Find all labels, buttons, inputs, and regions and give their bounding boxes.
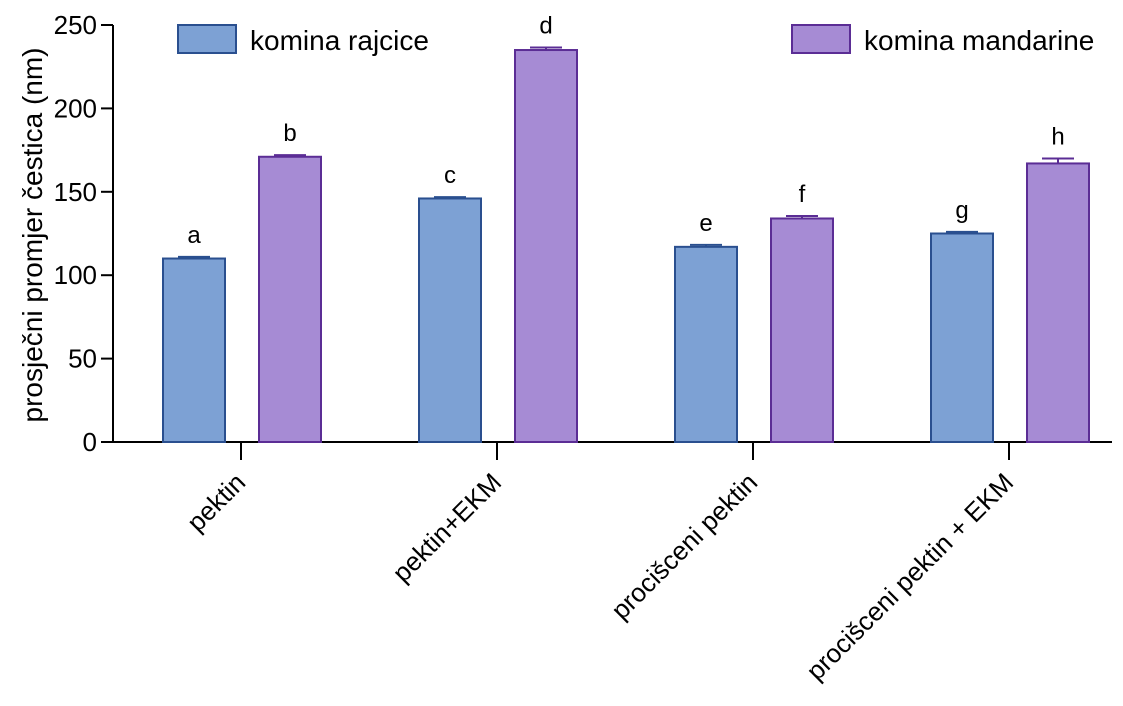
- legend-label: komina rajcice: [250, 25, 429, 56]
- significance-label: a: [187, 222, 201, 249]
- y-tick-label: 50: [68, 344, 97, 374]
- y-tick-label: 100: [54, 260, 97, 290]
- bar: [930, 232, 994, 443]
- category-label: procišceni pektin: [605, 467, 763, 625]
- bar: [258, 155, 322, 443]
- y-tick-label: 150: [54, 177, 97, 207]
- significance-label: h: [1051, 123, 1064, 150]
- legend-label: komina mandarine: [864, 25, 1094, 56]
- category-label: procišceni pektin + EKM: [800, 467, 1019, 686]
- y-tick-label: 200: [54, 93, 97, 123]
- legend-swatch: [791, 24, 851, 54]
- significance-label: d: [539, 13, 552, 40]
- significance-label: e: [699, 210, 712, 237]
- bar: [1026, 162, 1090, 443]
- significance-label: c: [444, 162, 456, 189]
- significance-label: f: [799, 181, 806, 208]
- bar: [418, 197, 482, 443]
- legend-swatch: [177, 24, 237, 54]
- plot-area: 0 50 100 150 200 250 pektin pektin+EKM procišcen…: [54, 10, 1112, 686]
- significance-label: g: [955, 197, 968, 224]
- category-label: pektin+EKM: [386, 467, 507, 588]
- bar: [514, 49, 578, 444]
- bar: [674, 245, 738, 443]
- significance-label: b: [283, 120, 296, 147]
- bar: [770, 217, 834, 443]
- y-tick-label: 0: [83, 427, 97, 457]
- bar: [162, 257, 226, 443]
- y-tick-label: 250: [54, 10, 97, 40]
- y-axis-title: prosječni promjer čestica (nm): [17, 48, 48, 423]
- category-label: pektin: [181, 467, 251, 537]
